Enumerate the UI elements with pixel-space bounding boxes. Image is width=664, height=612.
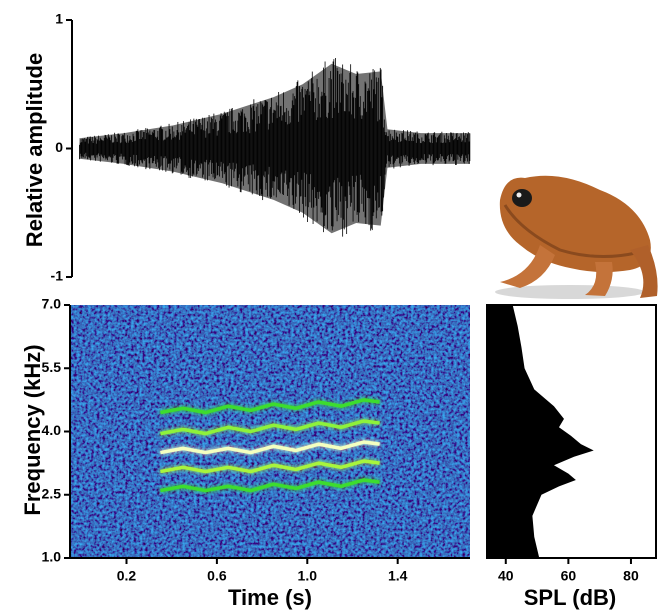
y-tick-label: 2.5 (42, 485, 62, 501)
x-tick-label: 0.6 (207, 568, 227, 584)
spectrum-area (487, 305, 594, 558)
harmonic-band (160, 398, 380, 415)
y-tick-label: -1 (51, 268, 64, 284)
y-tick-label: 1 (55, 11, 63, 27)
x-tick-label: 0.2 (117, 568, 137, 584)
harmonic-band (160, 440, 380, 455)
waveform-texture (79, 58, 471, 237)
harmonic-band (160, 419, 380, 436)
x-tick-label: 1.4 (388, 568, 408, 584)
y-tick-label: 1.0 (42, 549, 62, 565)
harmonics (160, 398, 380, 493)
harmonic-band (160, 478, 380, 493)
x-tick-label: 1.0 (298, 568, 318, 584)
x-tick-label: 40 (498, 568, 514, 584)
x-tick-label: 60 (561, 568, 577, 584)
y-axis-title: Frequency (kHz) (20, 344, 45, 515)
x-tick-label: 80 (623, 568, 639, 584)
spectrogram-noise (70, 305, 470, 558)
plot-layer: -1 0 1 1.0 2.5 4.0 5.5 7.0 0.2 0.6 1.0 1.4 40 60 80 (42, 11, 639, 584)
y-tick-label: 7.0 (42, 296, 62, 312)
y-tick-label: 5.5 (42, 359, 62, 375)
x-axis-title: SPL (dB) (524, 585, 616, 610)
harmonic-band (160, 459, 380, 474)
x-axis-title: Time (s) (228, 585, 312, 610)
frog-photo (495, 175, 658, 299)
y-axis-title: Relative amplitude (22, 53, 47, 247)
y-tick-label: 4.0 (42, 422, 62, 438)
y-tick-label: 0 (55, 139, 63, 155)
